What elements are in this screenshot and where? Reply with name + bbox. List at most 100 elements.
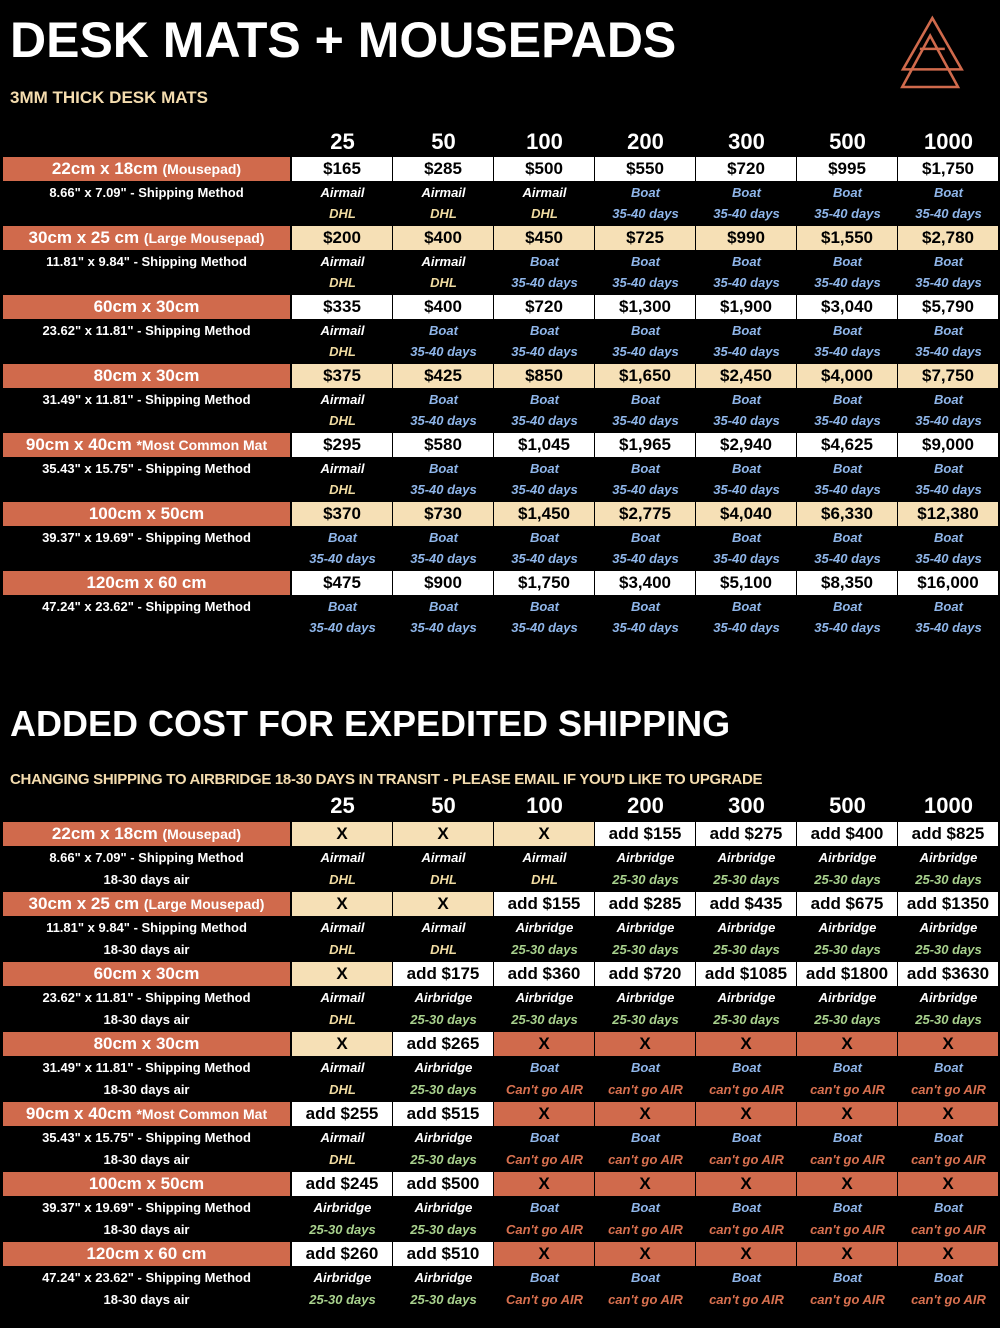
shipping-detail: DHL xyxy=(329,1152,356,1167)
price-cell: add $360 xyxy=(494,962,594,986)
shipping-detail: 25-30 days xyxy=(410,1222,477,1237)
shipping-detail: 25-30 days xyxy=(410,1082,477,1097)
price-cell: add $155 xyxy=(595,822,695,846)
shipping-detail: 25-30 days xyxy=(309,1222,376,1237)
shipping-detail: 35-40 days xyxy=(511,275,578,290)
price-cell: add $260 xyxy=(292,1242,392,1266)
shipping-method: Airmail xyxy=(320,850,365,865)
price-cell: X xyxy=(494,1172,594,1196)
shipping-detail: 35-40 days xyxy=(612,620,679,635)
shipping-method: Boat xyxy=(328,530,357,545)
shipping-method: Boat xyxy=(833,1060,862,1075)
shipping-detail: 25-30 days xyxy=(410,1292,477,1307)
shipping-detail: 35-40 days xyxy=(713,482,780,497)
price-cell: $2,780 xyxy=(898,226,998,250)
shipping-detail: can't go AIR xyxy=(810,1222,885,1237)
shipping-method: Airmail xyxy=(320,185,365,200)
size-text: 120cm x 60 cm xyxy=(86,573,207,592)
shipping-method: Airbridge xyxy=(818,920,877,935)
shipping-method: Boat xyxy=(833,530,862,545)
shipping-method: Boat xyxy=(530,1200,559,1215)
shipping-detail: 25-30 days xyxy=(814,872,881,887)
shipping-method: Boat xyxy=(631,1060,660,1075)
size-label: 80cm x 30cm xyxy=(3,364,290,388)
shipping-method: Boat xyxy=(833,185,862,200)
shipping-method: Airbridge xyxy=(818,990,877,1005)
price-cell: X xyxy=(696,1102,796,1126)
inch-dimensions: 35.43" x 15.75" - Shipping Method xyxy=(42,461,251,476)
shipping-detail: DHL xyxy=(329,206,356,221)
shipping-detail: 35-40 days xyxy=(309,620,376,635)
shipping-detail: 35-40 days xyxy=(511,551,578,566)
shipping-method: Boat xyxy=(934,599,963,614)
shipping-detail: can't go AIR xyxy=(709,1152,784,1167)
price-cell: $720 xyxy=(696,157,796,181)
shipping-method: Airmail xyxy=(320,990,365,1005)
price-cell: add $515 xyxy=(393,1102,493,1126)
inch-dimensions: 23.62" x 11.81" - Shipping Method xyxy=(42,990,251,1005)
shipping-method: Boat xyxy=(833,1200,862,1215)
shipping-detail: can't go AIR xyxy=(608,1292,683,1307)
shipping-method: Boat xyxy=(631,323,660,338)
price-cell: $1,300 xyxy=(595,295,695,319)
shipping-detail: 35-40 days xyxy=(814,413,881,428)
quantity-header: 200 xyxy=(627,793,664,818)
shipping-detail: 35-40 days xyxy=(511,344,578,359)
shipping-method: Airbridge xyxy=(717,990,776,1005)
inch-dimensions: 11.81" x 9.84" - Shipping Method xyxy=(46,254,247,269)
shipping-method: Boat xyxy=(732,1060,761,1075)
size-label: 90cm x 40cm *Most Common Mat xyxy=(3,1102,290,1126)
shipping-detail: can't go AIR xyxy=(810,1082,885,1097)
transit-label: 18-30 days air xyxy=(103,1222,190,1237)
shipping-detail: 35-40 days xyxy=(713,620,780,635)
shipping-method: Boat xyxy=(732,185,761,200)
shipping-method: Boat xyxy=(530,461,559,476)
shipping-method: Airbridge xyxy=(515,990,574,1005)
price-cell: $1,450 xyxy=(494,502,594,526)
shipping-method: Airbridge xyxy=(414,1130,473,1145)
shipping-detail: 35-40 days xyxy=(915,344,982,359)
quantity-header: 500 xyxy=(829,793,866,818)
shipping-method: Boat xyxy=(732,1130,761,1145)
price-cell: X xyxy=(696,1032,796,1056)
price-cell: X xyxy=(494,1242,594,1266)
shipping-method: Boat xyxy=(934,461,963,476)
price-cell: X xyxy=(292,962,392,986)
shipping-method: Airbridge xyxy=(919,850,978,865)
shipping-detail: 35-40 days xyxy=(612,413,679,428)
shipping-method: Airbridge xyxy=(616,990,675,1005)
shipping-method: Boat xyxy=(631,1270,660,1285)
quantity-header: 50 xyxy=(431,793,456,818)
price-cell: $165 xyxy=(292,157,392,181)
price-cell: $1,965 xyxy=(595,433,695,457)
inch-dimensions: 8.66" x 7.09" - Shipping Method xyxy=(49,185,244,200)
shipping-detail: 35-40 days xyxy=(511,620,578,635)
shipping-method: Airbridge xyxy=(616,850,675,865)
shipping-method: Airbridge xyxy=(313,1270,372,1285)
size-label: 100cm x 50cm xyxy=(3,1172,290,1196)
shipping-detail: 35-40 days xyxy=(915,206,982,221)
shipping-method: Boat xyxy=(732,461,761,476)
shipping-method: Airmail xyxy=(320,392,365,407)
price-cell: X xyxy=(898,1032,998,1056)
price-cell: $1,750 xyxy=(898,157,998,181)
size-note: (Mousepad) xyxy=(162,826,242,842)
shipping-detail: can't go AIR xyxy=(810,1152,885,1167)
quantity-header: 100 xyxy=(526,129,563,154)
size-label: 100cm x 50cm xyxy=(3,502,290,526)
price-cell: $375 xyxy=(292,364,392,388)
shipping-detail: can't go AIR xyxy=(709,1222,784,1237)
quantity-header: 1000 xyxy=(924,793,973,818)
brand-logo-icon xyxy=(900,15,964,89)
shipping-method: Boat xyxy=(732,599,761,614)
price-cell: X xyxy=(797,1102,897,1126)
price-cell: add $825 xyxy=(898,822,998,846)
shipping-detail: 35-40 days xyxy=(713,206,780,221)
price-cell: X xyxy=(898,1172,998,1196)
price-cell: $450 xyxy=(494,226,594,250)
shipping-method: Boat xyxy=(934,1200,963,1215)
shipping-method: Boat xyxy=(934,392,963,407)
shipping-detail: 35-40 days xyxy=(410,344,477,359)
quantity-header: 100 xyxy=(526,793,563,818)
shipping-method: Boat xyxy=(631,1200,660,1215)
